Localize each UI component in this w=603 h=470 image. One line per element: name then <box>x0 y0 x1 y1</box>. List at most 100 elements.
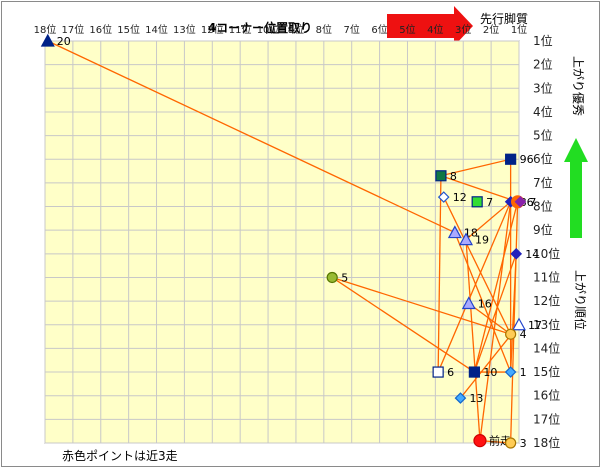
red-arrow-icon <box>387 6 473 46</box>
x-tick-label: 14位 <box>145 23 168 36</box>
connector-line <box>443 196 512 335</box>
square-marker <box>505 153 517 165</box>
point-label: 20 <box>57 35 71 48</box>
connector-line <box>437 175 442 373</box>
connector-line <box>331 276 511 335</box>
point-label: 1 <box>520 366 527 379</box>
y-tick-label: 18位 <box>533 435 560 450</box>
triangle-marker <box>459 232 474 246</box>
y-tick-label: 1位 <box>533 33 553 48</box>
diamond-marker <box>437 191 450 203</box>
horse-point: 7 <box>514 195 536 209</box>
y-tick-label: 11位 <box>533 269 560 284</box>
x-tick-label: 3位 <box>455 23 471 36</box>
y-tick-label: 4位 <box>533 104 553 119</box>
y-tick-label: 9位 <box>533 222 553 237</box>
triangle-marker <box>40 33 55 47</box>
connector-line <box>465 239 481 441</box>
point-label: 12 <box>453 191 467 204</box>
y-tick-label: 10位 <box>533 246 560 261</box>
horse-point: 7 <box>471 196 493 209</box>
horse-point: 8 <box>435 170 457 183</box>
point-label: 7 <box>529 196 536 209</box>
point-label: 3 <box>520 437 527 450</box>
x-tick-label: 16位 <box>89 23 112 36</box>
connector-line <box>437 201 512 373</box>
y-tick-label: 12位 <box>533 293 560 308</box>
point-label: 10 <box>483 366 497 379</box>
x-tick-label: 2位 <box>483 23 499 36</box>
connector-line <box>473 201 519 373</box>
circle-marker <box>505 328 517 340</box>
horse-point: 16 <box>461 296 492 310</box>
horse-point: 96 <box>505 153 534 166</box>
point-label: 19 <box>475 234 489 247</box>
x-tick-label: 18位 <box>34 23 57 36</box>
connector-line <box>468 302 512 335</box>
x-tick-label: 10位 <box>257 23 280 36</box>
triangle-marker <box>461 296 476 310</box>
point-label: 5 <box>341 271 348 284</box>
y-tick-label: 6位 <box>533 151 553 166</box>
horse-point: 19 <box>459 232 489 247</box>
y-tick-label: 17位 <box>533 411 560 426</box>
circle-marker <box>505 437 517 449</box>
triangle-marker <box>447 225 462 239</box>
x-tick-label: 6位 <box>371 23 387 36</box>
y-tick-label: 16位 <box>533 388 560 403</box>
connector-line <box>479 201 512 441</box>
point-label: 7 <box>486 196 493 209</box>
chart-svg: 4コーナー位置取り 先行脚質 上がり優秀 上がり順位 18位 17位 16位 15位 1… <box>34 6 588 463</box>
diamond-marker <box>514 195 527 208</box>
y-tick-label: 8位 <box>533 199 553 214</box>
point-label: 4 <box>520 328 527 341</box>
horse-point: 3 <box>505 437 527 450</box>
x-tick-label: 17位 <box>62 23 85 36</box>
circle-marker <box>326 271 338 284</box>
connector-line <box>440 175 518 203</box>
point-label: 14 <box>525 248 539 261</box>
x-tick-label: 13位 <box>173 23 196 36</box>
y-tick-label: 13位 <box>533 317 560 332</box>
point-label: 13 <box>469 392 483 405</box>
y-tick-label: 15位 <box>533 364 560 379</box>
y-tick-label: 3位 <box>533 80 553 95</box>
triangle-marker <box>511 317 527 331</box>
horse-point: 17 <box>511 317 542 332</box>
y-tick-label: 14位 <box>533 340 560 355</box>
point-label: 6 <box>527 196 534 209</box>
x-tick-label: 15位 <box>117 23 140 36</box>
connector-line <box>509 201 519 444</box>
square-marker <box>435 170 447 182</box>
x-tick-label: 8位 <box>316 23 332 36</box>
horse-point: 10 <box>468 366 497 379</box>
footer-note: 赤色ポイントは近3走 <box>62 449 178 463</box>
connector-line <box>465 201 512 241</box>
y-tick-label: 5位 <box>533 128 553 143</box>
square-marker <box>468 366 480 378</box>
y-tick-label: 2位 <box>533 57 553 72</box>
horse-point: 20 <box>40 33 71 48</box>
top-arrow-label: 先行脚質 <box>480 11 528 26</box>
point-label: 17 <box>528 319 542 332</box>
right-top-label: 上がり優秀 <box>571 56 586 116</box>
y-tick-label: 7位 <box>533 175 553 190</box>
chart-title: 4コーナー位置取り <box>208 20 312 35</box>
connector-line <box>440 158 511 177</box>
point-label: 96 <box>520 153 534 166</box>
horse-point: 前走 <box>473 434 511 448</box>
horse-point: 1 <box>504 366 527 379</box>
x-tick-label: 11位 <box>229 23 252 36</box>
connector-line <box>331 276 475 373</box>
x-tick-label: 7位 <box>344 23 360 36</box>
diamond-marker <box>510 247 523 260</box>
connector-line <box>454 232 512 373</box>
horse-point: 12 <box>437 191 467 204</box>
point-label: 8 <box>450 170 457 183</box>
square-marker <box>471 196 483 208</box>
horse-point: 4 <box>505 328 527 341</box>
connector-line <box>47 40 456 234</box>
horse-point: 13 <box>454 392 483 405</box>
circle-marker <box>473 434 487 448</box>
